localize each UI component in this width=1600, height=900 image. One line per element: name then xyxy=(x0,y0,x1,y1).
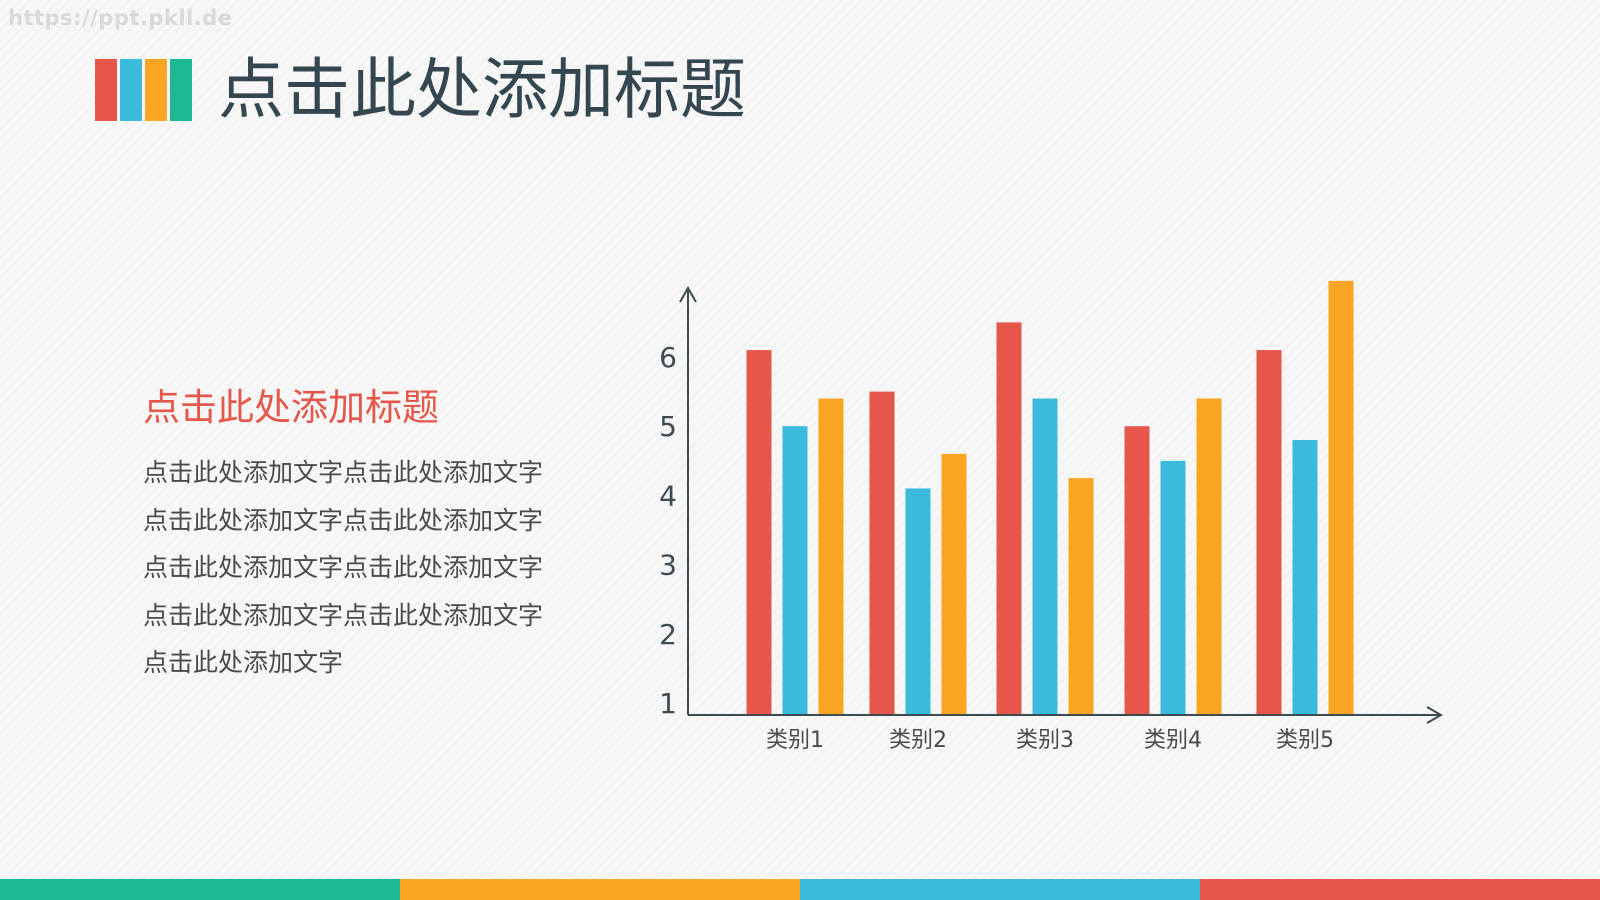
bottom-color-strip xyxy=(0,879,1600,900)
strip-segment-orange xyxy=(400,879,800,900)
bar-4-series-2 xyxy=(1160,460,1186,715)
bar-2-series-3 xyxy=(941,453,967,715)
x-tick-label: 类别2 xyxy=(889,728,947,753)
logo-bar-red xyxy=(95,59,117,121)
bar-1-series-3 xyxy=(818,398,844,715)
bar-4-series-3 xyxy=(1196,398,1222,715)
y-tick-label: 5 xyxy=(659,410,677,443)
strip-segment-blue xyxy=(800,879,1200,900)
content-subtitle[interactable]: 点击此处添加标题 xyxy=(143,386,439,429)
y-tick-label: 6 xyxy=(659,341,677,374)
y-tick-label: 3 xyxy=(659,549,677,582)
content-body[interactable]: 点击此处添加文字点击此处添加文字 点击此处添加文字点击此处添加文字 点击此处添加… xyxy=(143,449,583,687)
logo-bar-teal xyxy=(170,59,192,121)
body-line: 点击此处添加文字点击此处添加文字 xyxy=(143,553,544,582)
bar-1-series-2 xyxy=(782,426,808,715)
y-axis-arrow-icon xyxy=(679,285,697,303)
y-tick-label: 4 xyxy=(659,479,677,512)
x-tick-label: 类别5 xyxy=(1276,728,1334,753)
axes-layer xyxy=(679,285,1444,724)
body-line: 点击此处添加文字点击此处添加文字 xyxy=(143,600,544,630)
body-line: 点击此处添加文字点击此处添加文字 xyxy=(143,505,544,535)
bar-4-series-1 xyxy=(1124,426,1150,715)
body-line: 点击此处添加文字点击此处添加文字 xyxy=(143,458,544,487)
bar-3-series-1 xyxy=(996,322,1022,715)
logo-bar-orange xyxy=(145,59,167,121)
page-title[interactable]: 点击此处添加标题 xyxy=(218,51,746,128)
strip-segment-red xyxy=(1200,879,1600,900)
bar-2-series-2 xyxy=(905,488,931,715)
y-tick-label: 1 xyxy=(659,687,677,720)
title-logo-bars xyxy=(95,59,195,121)
x-axis-arrow-icon xyxy=(1426,706,1444,724)
bar-3-series-2 xyxy=(1032,398,1058,715)
bar-3-series-3 xyxy=(1068,478,1094,715)
bar-5-series-3 xyxy=(1328,280,1354,715)
bar-1-series-1 xyxy=(746,350,772,715)
body-line: 点击此处添加文字 xyxy=(143,648,344,677)
x-tick-label: 类别4 xyxy=(1144,728,1202,753)
strip-segment-teal xyxy=(0,879,400,900)
bar-2-series-1 xyxy=(869,391,895,715)
bar-5-series-2 xyxy=(1292,440,1318,715)
y-tick-label: 2 xyxy=(659,618,677,651)
logo-bar-blue xyxy=(120,59,142,121)
x-tick-label: 类别3 xyxy=(1016,728,1074,753)
labels-layer: 类别1 类别2 类别3 类别4 类别5 1 2 3 4 5 6 xyxy=(659,341,1334,753)
bar-5-series-1 xyxy=(1256,350,1282,715)
watermark-url: https://ppt.pkll.de xyxy=(8,6,233,30)
x-tick-label: 类别1 xyxy=(766,728,824,753)
bars-layer xyxy=(746,280,1354,715)
